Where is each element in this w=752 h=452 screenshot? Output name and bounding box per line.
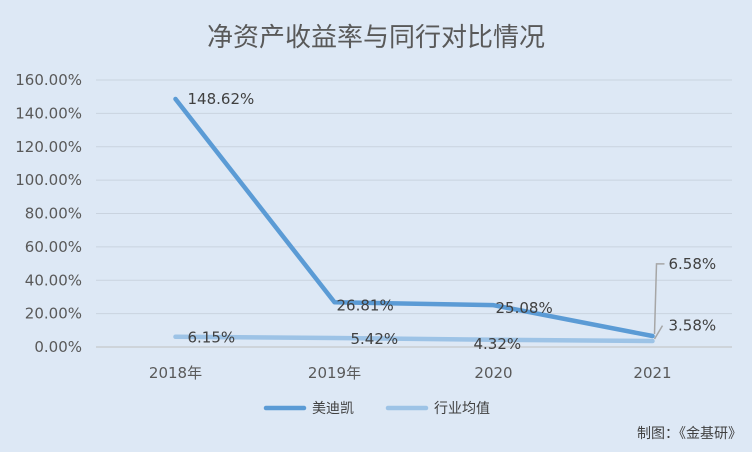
- y-tick-label: 100.00%: [15, 171, 82, 189]
- y-tick-label: 80.00%: [25, 205, 82, 223]
- series-line-1: [173, 96, 655, 339]
- data-label: 6.15%: [188, 329, 236, 347]
- data-label: 3.58%: [669, 317, 717, 335]
- data-point: [491, 303, 496, 308]
- label-leader-line: [653, 325, 664, 340]
- y-axis: 0.00% 20.00% 40.00% 60.00% 80.00% 100.00% 120.…: [15, 71, 82, 356]
- data-label: 5.42%: [351, 330, 399, 348]
- x-axis: 2018年 2019年 2020 2021: [149, 364, 672, 382]
- data-point: [650, 334, 655, 339]
- gridlines: [96, 79, 732, 348]
- y-tick-label: 20.00%: [25, 305, 82, 323]
- x-tick-label: 2018年: [149, 364, 202, 382]
- y-tick-label: 40.00%: [25, 271, 82, 289]
- data-label: 25.08%: [496, 299, 553, 317]
- chart-title: 净资产收益率与同行对比情况: [207, 23, 545, 53]
- legend-label: 美迪凯: [312, 401, 354, 417]
- y-tick-label: 0.00%: [34, 338, 82, 356]
- x-tick-label: 2020: [474, 364, 512, 382]
- data-point: [650, 339, 655, 344]
- data-point: [332, 335, 337, 340]
- y-tick-label: 120.00%: [15, 138, 82, 156]
- data-labels: 148.62% 26.81% 25.08% 6.58% 6.15% 5.42% 4.32% 3…: [188, 90, 717, 353]
- data-point: [173, 334, 178, 339]
- data-point: [491, 337, 496, 342]
- data-point: [173, 96, 178, 101]
- y-tick-label: 60.00%: [25, 238, 82, 256]
- series-lines: [173, 96, 655, 344]
- credit-text: 制图：《金基研》: [637, 425, 742, 442]
- data-point: [332, 300, 337, 305]
- data-label: 4.32%: [474, 335, 522, 353]
- x-tick-label: 2019年: [308, 364, 361, 382]
- data-label: 26.81%: [337, 296, 394, 314]
- y-tick-label: 140.00%: [15, 104, 82, 122]
- label-leader-line: [653, 263, 665, 335]
- series-line-2: [173, 334, 655, 344]
- legend: 美迪凯 行业均值: [263, 401, 490, 417]
- data-label: 148.62%: [188, 90, 255, 108]
- x-tick-label: 2021: [633, 364, 671, 382]
- y-tick-label: 160.00%: [15, 71, 82, 89]
- legend-label: 行业均值: [434, 401, 490, 417]
- data-label: 6.58%: [669, 255, 717, 273]
